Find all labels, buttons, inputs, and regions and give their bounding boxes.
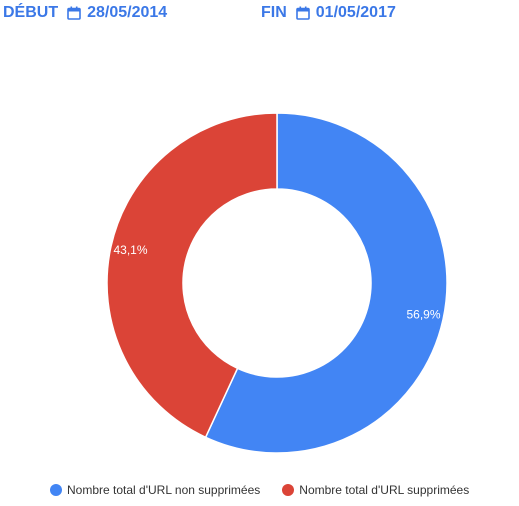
end-date-label: FIN: [261, 4, 287, 21]
end-date-control[interactable]: FIN 01/05/2017: [261, 4, 396, 22]
legend-dot: [50, 484, 62, 496]
slice-label-1: 56,9%: [406, 307, 440, 321]
slice-label-2: 43,1%: [113, 243, 147, 257]
start-date-control[interactable]: DÉBUT 28/05/2014: [3, 4, 167, 22]
calendar-icon[interactable]: [295, 6, 310, 20]
end-date-value[interactable]: 01/05/2017: [315, 4, 396, 21]
legend-item-2[interactable]: Nombre total d'URL supprimées: [282, 483, 469, 497]
start-date-value[interactable]: 28/05/2014: [87, 4, 168, 21]
donut-slice-1[interactable]: [204, 112, 448, 454]
chart-legend: Nombre total d'URL non supprimées Nombre …: [50, 483, 469, 497]
start-date-label: DÉBUT: [3, 4, 59, 21]
calendar-icon[interactable]: [67, 6, 81, 20]
legend-label: Nombre total d'URL non supprimées: [67, 483, 261, 497]
legend-item-1[interactable]: Nombre total d'URL non supprimées: [50, 483, 260, 497]
legend-dot: [282, 484, 295, 496]
legend-label: Nombre total d'URL supprimées: [299, 483, 470, 497]
donut-slice-2[interactable]: [106, 112, 278, 439]
date-range-bar: DÉBUT 28/05/2014 FIN 01/05/2017: [0, 4, 519, 28]
